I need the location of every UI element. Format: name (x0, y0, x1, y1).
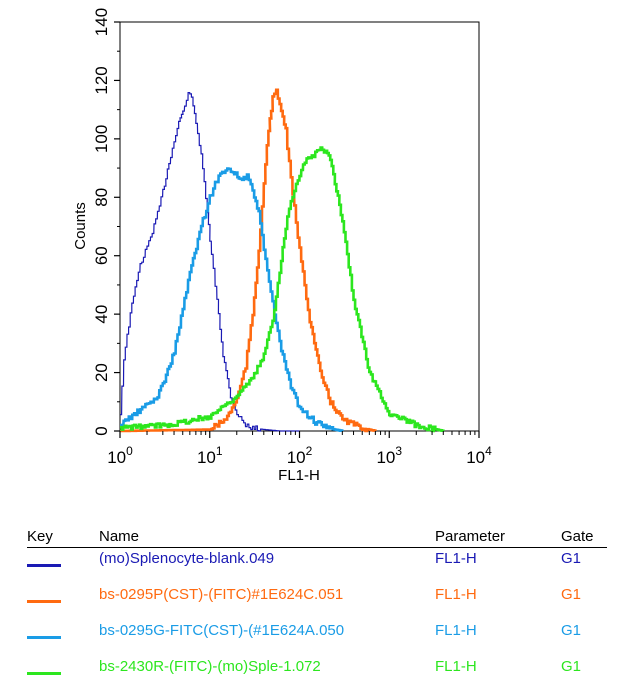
y-tick-label: 80 (92, 188, 111, 207)
series-name: bs-2430R-(FITC)-(mo)Sple-1.072 (99, 658, 321, 675)
series-line (120, 92, 300, 432)
x-tick-label: 100 (107, 444, 133, 467)
key-cell (27, 620, 99, 656)
x-axis-title: FL1-H (278, 467, 320, 484)
axis-layer: 0 20 40 60 80 100 120 140 100 101 102 103 104 (92, 8, 492, 467)
series-line (120, 146, 445, 433)
x-tick-label: 103 (376, 444, 402, 467)
series-swatch (27, 636, 61, 639)
series-parameter: FL1-H (435, 586, 477, 603)
parameter-header: Parameter (435, 527, 561, 548)
y-tick-label: 0 (92, 426, 111, 435)
key-row: bs-2430R-(FITC)-(mo)Sple-1.072 FL1-H G1 (27, 656, 607, 692)
key-table-header: Key Name Parameter Gate (27, 527, 607, 548)
x-tick-label: 101 (197, 444, 223, 467)
legend-key-table: Key Name Parameter Gate (mo)Splenocyte-b… (27, 527, 607, 692)
series-parameter: FL1-H (435, 622, 477, 639)
series-name: bs-0295G-FITC(CST)-(#1E624A.050 (99, 622, 345, 639)
y-tick-label: 100 (92, 125, 111, 153)
y-tick-label: 20 (92, 363, 111, 382)
key-row: bs-0295P(CST)-(FITC)#1E624C.051 FL1-H G1 (27, 584, 607, 620)
series-name: (mo)Splenocyte-blank.049 (99, 550, 275, 567)
y-axis-title: Counts (72, 202, 89, 250)
key-cell (27, 656, 99, 692)
histogram-chart: 0 20 40 60 80 100 120 140 100 101 102 103 104 Counts… (72, 8, 492, 484)
series-line (120, 167, 344, 432)
series-parameter: FL1-H (435, 658, 477, 675)
y-tick-label: 40 (92, 305, 111, 324)
name-header: Name (99, 527, 435, 548)
y-tick-label: 140 (92, 8, 111, 36)
key-row: (mo)Splenocyte-blank.049 FL1-H G1 (27, 548, 607, 585)
gate-header: Gate (561, 527, 607, 548)
series-swatch (27, 672, 61, 675)
series-line (120, 88, 377, 433)
series-gate: G1 (561, 622, 582, 639)
y-tick-label: 120 (92, 66, 111, 94)
series-name: bs-0295P(CST)-(FITC)#1E624C.051 (99, 586, 344, 603)
plot-frame (119, 21, 480, 432)
series-gate: G1 (561, 550, 582, 567)
key-cell (27, 548, 99, 585)
series-gate: G1 (561, 658, 582, 675)
y-tick-label: 60 (92, 246, 111, 265)
series-layer (120, 88, 445, 433)
x-tick-label: 104 (466, 444, 492, 467)
x-tick-label: 102 (287, 444, 313, 467)
series-swatch (27, 600, 61, 603)
key-header: Key (27, 527, 99, 548)
series-swatch (27, 564, 61, 567)
series-parameter: FL1-H (435, 550, 477, 567)
series-gate: G1 (561, 586, 582, 603)
key-row: bs-0295G-FITC(CST)-(#1E624A.050 FL1-H G1 (27, 620, 607, 656)
key-cell (27, 584, 99, 620)
